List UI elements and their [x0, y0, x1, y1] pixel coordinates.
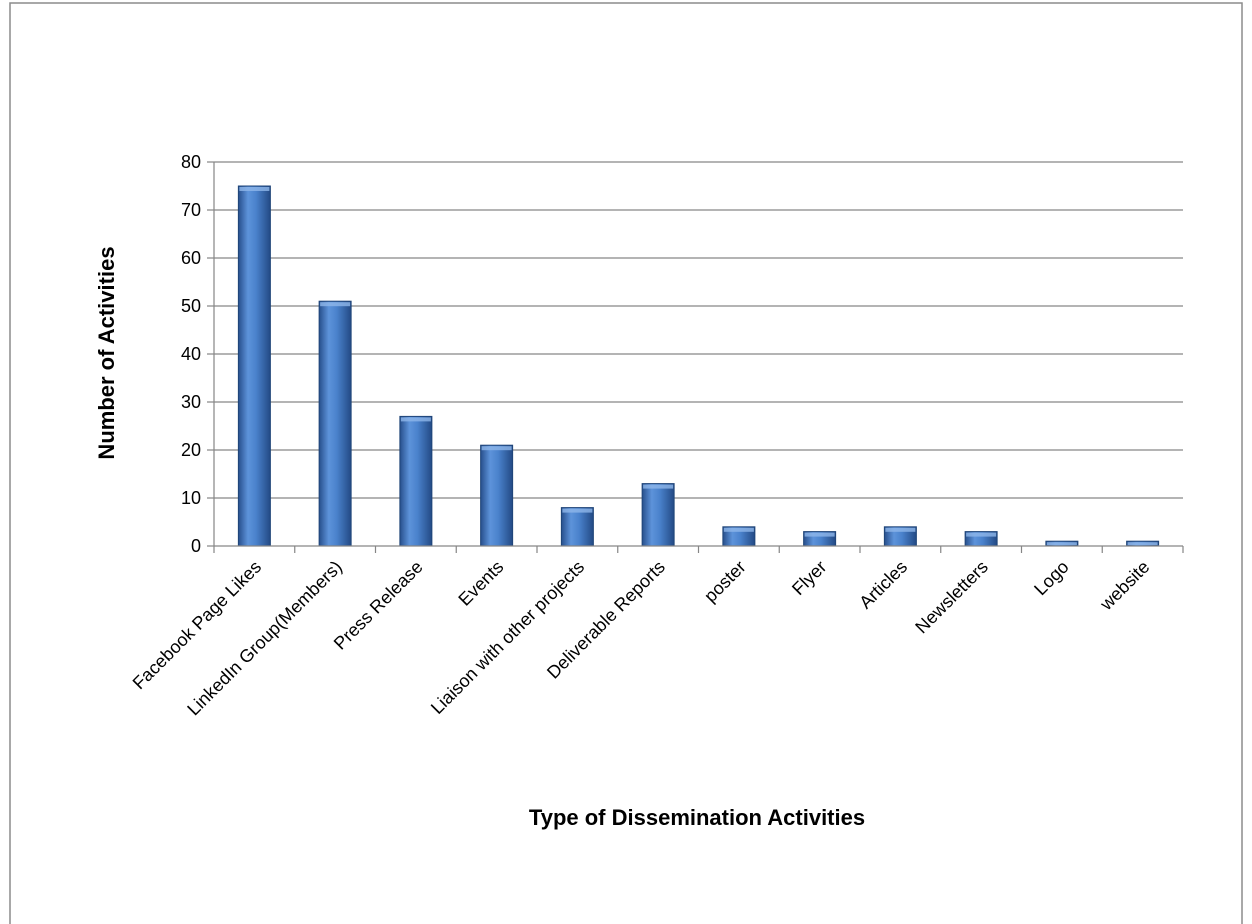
bar	[722, 526, 756, 547]
bar	[399, 415, 433, 547]
x-category-label: Newsletters	[911, 557, 992, 638]
axes	[207, 161, 1184, 553]
x-category-label: poster	[700, 557, 750, 607]
bar	[318, 300, 352, 547]
y-tick-label: 40	[181, 344, 201, 364]
y-tick-label: 60	[181, 248, 201, 268]
x-category-label: Logo	[1030, 557, 1072, 599]
y-tick-label: 10	[181, 488, 201, 508]
y-tick-label: 80	[181, 152, 201, 172]
y-tick-label: 0	[191, 536, 201, 556]
bar	[560, 507, 594, 547]
x-category-label: Events	[454, 557, 507, 610]
bar	[1126, 540, 1160, 547]
bar	[1045, 540, 1079, 547]
y-tick-label: 30	[181, 392, 201, 412]
x-category-label: Flyer	[788, 557, 830, 599]
chart-border	[9, 2, 1243, 924]
x-category-label: Facebook Page Likes	[129, 557, 266, 694]
x-category-label: Liaison with other projects	[427, 557, 588, 718]
y-axis-title: Number of Activities	[94, 246, 119, 459]
y-tick-labels: 0 10 20 30 40 50 60 70 80	[181, 152, 201, 556]
y-tick-label: 50	[181, 296, 201, 316]
bar	[883, 526, 917, 547]
gridlines	[214, 161, 1183, 499]
bar	[964, 531, 998, 547]
y-tick-label: 20	[181, 440, 201, 460]
bar	[803, 531, 837, 547]
x-axis-title: Type of Dissemination Activities	[529, 805, 865, 830]
bar	[480, 444, 514, 547]
x-category-label: website	[1095, 557, 1153, 615]
x-category-label: Articles	[855, 557, 911, 613]
y-tick-label: 70	[181, 200, 201, 220]
x-category-label: LinkedIn Group(Members)	[183, 557, 346, 720]
bars	[237, 185, 1160, 547]
bar	[641, 483, 675, 547]
bar	[237, 185, 271, 547]
